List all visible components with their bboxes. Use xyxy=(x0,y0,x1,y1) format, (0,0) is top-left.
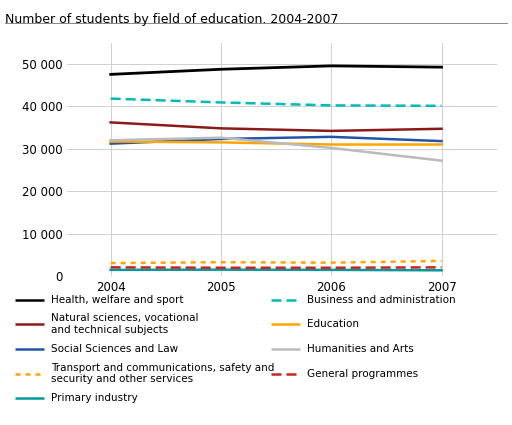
Text: Education: Education xyxy=(307,319,359,329)
Text: Health, welfare and sport: Health, welfare and sport xyxy=(51,295,184,305)
Text: Natural sciences, vocational
and technical subjects: Natural sciences, vocational and technic… xyxy=(51,314,199,335)
Text: Business and administration: Business and administration xyxy=(307,295,456,305)
Text: Social Sciences and Law: Social Sciences and Law xyxy=(51,344,178,354)
Text: Number of students by field of education. 2004-2007: Number of students by field of education… xyxy=(5,13,338,26)
Text: General programmes: General programmes xyxy=(307,368,418,379)
Text: Transport and communications, safety and
security and other services: Transport and communications, safety and… xyxy=(51,363,274,384)
Text: Humanities and Arts: Humanities and Arts xyxy=(307,344,414,354)
Text: Primary industry: Primary industry xyxy=(51,393,138,403)
